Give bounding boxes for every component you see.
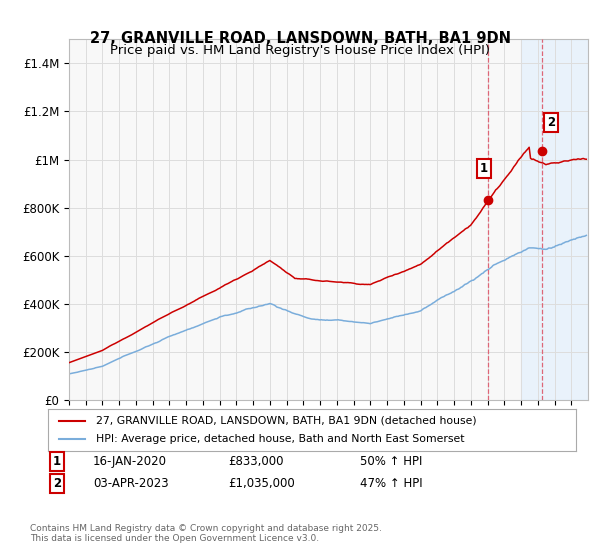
Text: 2: 2 [547, 116, 555, 129]
Text: Price paid vs. HM Land Registry's House Price Index (HPI): Price paid vs. HM Land Registry's House … [110, 44, 490, 57]
Text: 27, GRANVILLE ROAD, LANSDOWN, BATH, BA1 9DN: 27, GRANVILLE ROAD, LANSDOWN, BATH, BA1 … [89, 31, 511, 46]
Text: 16-JAN-2020: 16-JAN-2020 [93, 455, 167, 468]
Text: 27, GRANVILLE ROAD, LANSDOWN, BATH, BA1 9DN (detached house): 27, GRANVILLE ROAD, LANSDOWN, BATH, BA1 … [95, 416, 476, 426]
Text: 1: 1 [480, 162, 488, 175]
Text: £833,000: £833,000 [228, 455, 284, 468]
Text: 1: 1 [53, 455, 61, 468]
Text: 50% ↑ HPI: 50% ↑ HPI [360, 455, 422, 468]
Text: 47% ↑ HPI: 47% ↑ HPI [360, 477, 422, 490]
Text: 03-APR-2023: 03-APR-2023 [93, 477, 169, 490]
Text: £1,035,000: £1,035,000 [228, 477, 295, 490]
Text: 2: 2 [53, 477, 61, 490]
Bar [521, 39, 600, 400]
Text: Contains HM Land Registry data © Crown copyright and database right 2025.
This d: Contains HM Land Registry data © Crown c… [30, 524, 382, 543]
Text: HPI: Average price, detached house, Bath and North East Somerset: HPI: Average price, detached house, Bath… [95, 434, 464, 444]
